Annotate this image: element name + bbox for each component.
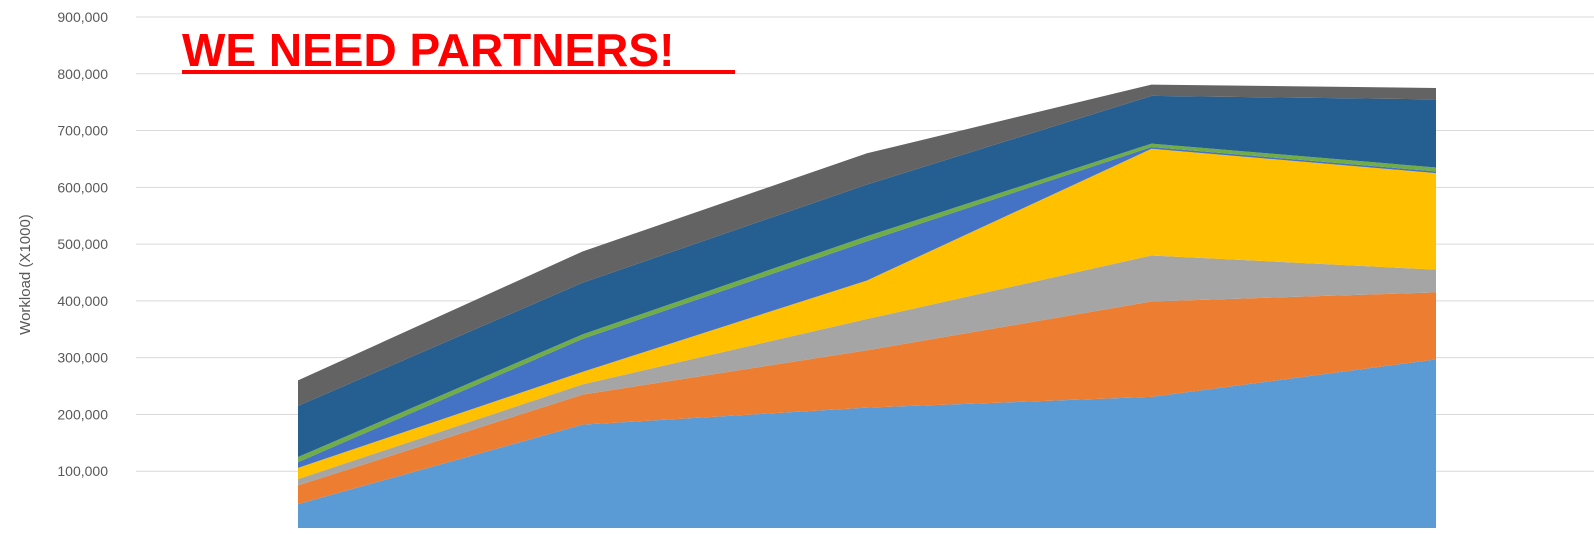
y-axis-ticks: 100,000 200,000 300,000 400,000 500,000 600,0… xyxy=(57,9,108,479)
y-tick-label: 400,000 xyxy=(57,293,108,309)
y-tick-label: 200,000 xyxy=(57,406,108,422)
chart-areas xyxy=(298,84,1436,528)
area-series-7 xyxy=(298,95,1436,458)
y-tick-label: 100,000 xyxy=(57,463,108,479)
banner-title: WE NEED PARTNERS! xyxy=(182,24,674,76)
y-tick-label: 600,000 xyxy=(57,179,108,195)
y-tick-label: 900,000 xyxy=(57,9,108,25)
y-tick-label: 300,000 xyxy=(57,350,108,366)
y-tick-label: 500,000 xyxy=(57,236,108,252)
area-series-4 xyxy=(298,148,1436,480)
y-axis-title: Workload (X1000) xyxy=(17,214,34,335)
area-series-1 xyxy=(298,359,1436,528)
area-series-2 xyxy=(298,292,1436,505)
area-series-3 xyxy=(298,255,1436,486)
y-tick-label: 800,000 xyxy=(57,66,108,82)
y-tick-label: 700,000 xyxy=(57,123,108,139)
